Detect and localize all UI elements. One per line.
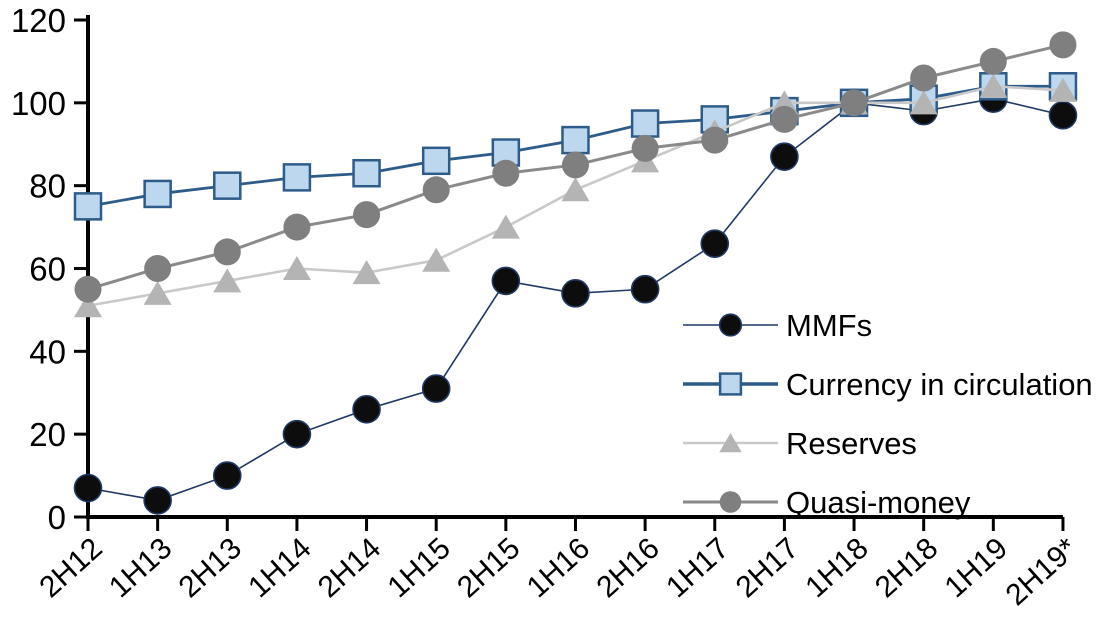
y-tick-label: 40 [29,333,66,370]
triangle-marker [719,433,742,453]
x-tick-label: 1H18 [799,532,874,605]
square-marker [73,192,103,221]
circle-marker [143,486,172,515]
x-tick-label: 1H14 [242,532,317,605]
triangle-marker [491,214,520,239]
legend-label: Quasi-money [786,485,971,520]
y-tick-label: 120 [11,2,66,39]
square-marker [282,163,312,192]
x-tick-label: 2H15 [451,532,526,605]
y-tick-label: 20 [29,416,66,453]
circle-marker [770,105,798,133]
x-tick-label: 2H14 [312,532,387,605]
circle-marker [910,64,938,92]
circle-marker [718,313,743,337]
circle-marker [1048,100,1078,130]
circle-marker [700,229,730,258]
circle-marker [770,142,799,171]
circle-marker [840,89,868,117]
square-marker [352,158,381,188]
legend-label: Reserves [786,426,917,461]
circle-marker [979,47,1007,75]
square-marker [421,146,451,176]
triangle-marker [213,268,242,293]
triangle-marker [979,73,1008,98]
circle-marker [491,266,521,296]
triangle-marker [1048,77,1077,102]
triangle-marker [74,293,102,318]
circle-marker [421,374,451,403]
triangle-marker [352,260,381,285]
circle-marker [630,274,660,304]
legend-label: Currency in circulation [786,367,1093,402]
square-marker [630,109,660,138]
x-tick-label: 2H13 [173,532,248,605]
square-marker [213,171,242,200]
circle-marker [73,473,103,503]
y-tick-label: 60 [29,250,66,287]
y-tick-label: 80 [29,168,66,205]
circle-marker [144,254,172,282]
x-tick-label: 1H19 [939,532,1014,605]
triangle-marker [561,177,590,202]
x-tick-label: 2H12 [33,532,108,605]
x-tick-label: 1H16 [521,532,596,605]
circle-marker [212,461,242,490]
x-tick-label: 1H13 [103,532,178,605]
circle-marker [631,134,659,162]
legend-label: MMFs [786,308,872,343]
circle-marker [422,176,450,204]
x-tick-label: 2H16 [590,532,665,605]
circle-marker [74,275,102,303]
circle-marker [283,213,311,241]
x-tick-label: 2H19* [1000,531,1084,612]
circle-marker [719,491,742,513]
x-tick-label: 2H18 [869,532,944,605]
circle-marker [352,395,381,424]
circle-marker [282,419,312,449]
square-marker [718,372,743,396]
circle-marker [213,238,241,266]
square-marker [143,179,172,209]
circle-marker [561,279,590,308]
circle-marker [1049,31,1077,59]
x-tick-label: 1H17 [660,532,735,605]
circle-marker [353,201,381,229]
triangle-marker [143,280,172,305]
circle-marker [701,126,729,154]
x-tick-label: 1H15 [382,532,457,605]
triangle-marker [422,247,451,272]
triangle-marker [909,90,938,115]
y-tick-label: 0 [48,499,66,536]
x-tick-label: 2H17 [730,532,805,605]
triangle-marker [282,255,311,280]
square-marker [561,125,590,155]
circle-marker [561,151,589,179]
y-tick-label: 100 [11,85,66,122]
circle-marker [492,159,520,187]
